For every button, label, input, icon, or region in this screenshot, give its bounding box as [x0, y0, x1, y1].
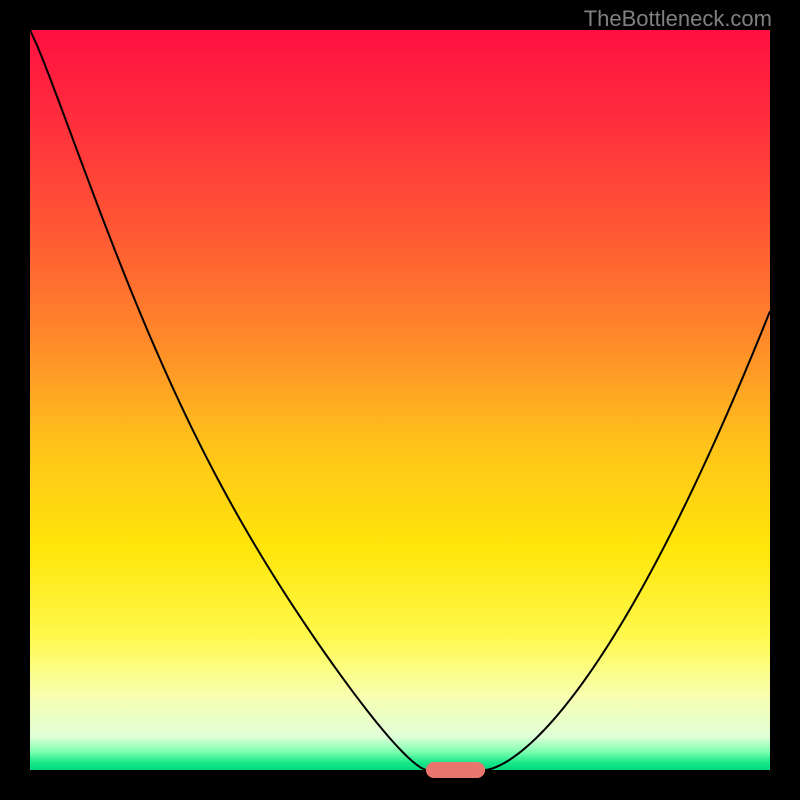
watermark-text: TheBottleneck.com [584, 6, 772, 32]
gradient-background [30, 30, 770, 770]
optimal-range-marker [426, 762, 485, 778]
chart-container: TheBottleneck.com [0, 0, 800, 800]
bottleneck-curve-chart [0, 0, 800, 800]
